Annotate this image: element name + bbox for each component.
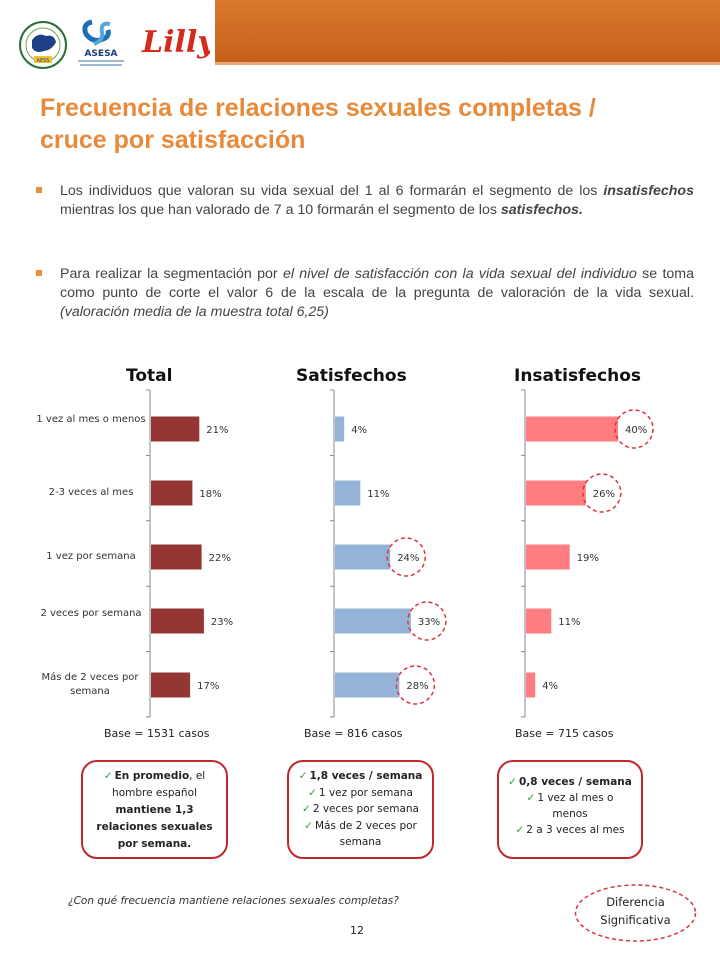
bullet-1-emphasis-satisfechos: satisfechos.	[500, 202, 583, 218]
lilly-logo: Lilly	[141, 25, 210, 60]
value-label: 18%	[199, 489, 221, 500]
bullet-2-emphasis: el nivel de satisfacción con la vida sex…	[282, 266, 637, 282]
significance-circle	[395, 665, 436, 705]
bar	[526, 672, 536, 698]
bar	[526, 608, 552, 634]
significance-circle	[614, 409, 654, 449]
bar	[526, 416, 618, 442]
page-title: Frecuencia de relaciones sexuales comple…	[40, 92, 700, 156]
bullet-marker	[36, 270, 42, 276]
value-label: 4%	[542, 681, 558, 692]
significance-legend: Diferencia Significativa	[600, 895, 671, 927]
significance-legend-ellipse	[574, 884, 697, 942]
value-label: 26%	[593, 489, 615, 500]
base-label-total: Base = 1531 casos	[104, 727, 210, 740]
value-label: 11%	[367, 489, 389, 500]
check-icon: ✓	[103, 770, 113, 782]
svg-text:ASESA: ASESA	[84, 49, 117, 59]
category-label: 2-3 veces al mes	[48, 487, 134, 498]
bullet-paragraph-2: Para realizar la segmentación por el niv…	[60, 265, 694, 322]
significance-circle	[407, 601, 447, 641]
bar	[335, 544, 391, 570]
bullet-2-note: (valoración media de la muestra total 6,…	[60, 304, 329, 320]
bar	[526, 480, 586, 506]
bar	[335, 480, 361, 506]
page-title-line-1: Frecuencia de relaciones sexuales comple…	[40, 94, 596, 122]
category-label: 1 vez al mes o menos	[36, 414, 146, 425]
summary-box-total: ✓ En promedio, el hombre español mantiene…	[81, 760, 228, 859]
value-label: 24%	[397, 553, 419, 564]
significance-circle	[386, 537, 426, 577]
chart-title-total: Total	[126, 366, 173, 386]
svg-text:AESS: AESS	[37, 58, 50, 64]
base-label-insatisfechos: Base = 715 casos	[515, 727, 614, 740]
check-icon: ✓	[515, 824, 525, 836]
bullet-marker	[36, 187, 42, 193]
check-icon: ✓	[298, 770, 308, 782]
check-icon: ✓	[302, 803, 311, 815]
summary-box-insatisfechos: ✓ 0,8 veces / semana ✓ 1 vez al mes o meno…	[497, 760, 643, 859]
check-icon: ✓	[526, 792, 536, 804]
header-bar	[215, 0, 720, 62]
bullet-1-text-cont: mientras los que han valorado de 7 a 10 …	[60, 202, 501, 218]
bar	[151, 416, 200, 442]
bar	[151, 544, 202, 570]
significance-circle	[582, 473, 622, 513]
check-icon: ✓	[508, 776, 517, 788]
value-label: 4%	[351, 425, 367, 436]
base-label-satisfechos: Base = 816 casos	[304, 727, 403, 740]
svg-text:Lilly: Lilly	[141, 25, 210, 60]
bar	[151, 608, 204, 634]
asesa-logo: ASESA	[78, 19, 124, 66]
value-label: 22%	[209, 553, 231, 564]
category-label: Más de 2 veces por semana	[41, 672, 139, 697]
value-label: 40%	[625, 425, 647, 436]
page-title-line-2: cruce por satisfacción	[40, 126, 306, 154]
chart-title-satisfechos: Satisfechos	[296, 366, 407, 386]
value-label: 21%	[206, 425, 228, 436]
bullet-2-text: Para realizar la segmentación por	[60, 266, 283, 282]
value-label: 11%	[558, 617, 580, 628]
value-label: 17%	[197, 681, 219, 692]
bullet-2-text-cont: se toma como punto de corte el valor 6 d…	[60, 266, 694, 301]
category-label: 1 vez por semana	[46, 551, 136, 562]
summary-box-satisfechos: ✓ 1,8 veces / semana ✓ 1 vez por semana ✓ 2…	[287, 760, 434, 859]
value-label: 23%	[211, 617, 233, 628]
question-footnote: ¿Con qué frecuencia mantiene relaciones …	[68, 895, 399, 907]
bar-charts: 21% 18% 22% 23% 17% 4% 11% 24% 33% 28% 40% 26% 19% 11…	[146, 389, 654, 718]
header-bar-edge	[215, 62, 720, 65]
bar	[151, 480, 193, 506]
bullet-1-emphasis-insatisfechos: insatisfechos	[603, 183, 694, 199]
bar	[335, 672, 400, 698]
category-label: 2 veces por semana	[40, 608, 142, 619]
page-number: 12	[350, 924, 364, 937]
value-label: 28%	[406, 681, 428, 692]
chart-title-insatisfechos: Insatisfechos	[514, 366, 641, 386]
check-icon: ✓	[304, 819, 313, 832]
bullet-paragraph-1: Los individuos que valoran su vida sexua…	[60, 182, 694, 220]
check-icon: ✓	[308, 786, 317, 799]
bar	[335, 416, 345, 442]
bullet-1-text: Los individuos que valoran su vida sexua…	[60, 183, 604, 199]
value-label: 19%	[577, 553, 599, 564]
bar	[526, 544, 570, 570]
bar	[151, 672, 191, 698]
value-label: 33%	[418, 617, 440, 628]
bar	[335, 608, 411, 634]
aess-logo: AESS	[19, 21, 67, 69]
